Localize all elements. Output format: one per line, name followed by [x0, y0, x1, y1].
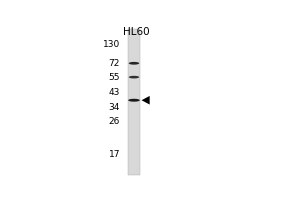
Text: 26: 26 [109, 117, 120, 126]
Text: 72: 72 [109, 59, 120, 68]
Text: 17: 17 [109, 150, 120, 159]
Ellipse shape [128, 99, 140, 102]
Polygon shape [142, 96, 150, 105]
Text: 55: 55 [109, 73, 120, 82]
Text: 34: 34 [109, 103, 120, 112]
Bar [128, 29, 140, 175]
Bar [128, 29, 140, 175]
Text: 130: 130 [103, 40, 120, 49]
Ellipse shape [129, 76, 139, 78]
Ellipse shape [129, 62, 139, 65]
Text: 43: 43 [109, 88, 120, 97]
Text: HL60: HL60 [123, 27, 150, 37]
